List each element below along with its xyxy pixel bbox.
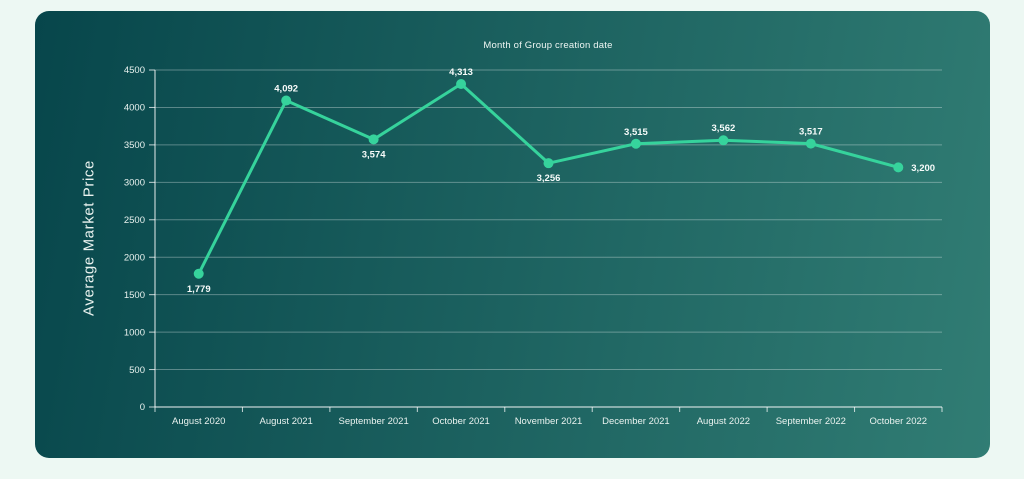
line-chart-svg[interactable]: 0 500 1000 1500 2000 2500 3000 3500 4000 4500 Augu… xyxy=(35,11,990,458)
x-tick-label: September 2021 xyxy=(338,416,408,427)
data-point[interactable] xyxy=(456,79,467,90)
data-label: 4,092 xyxy=(274,84,298,95)
y-tick-label: 2000 xyxy=(124,252,145,263)
x-tick-label: August 2022 xyxy=(697,416,750,427)
axis-ticks: 0 500 1000 1500 2000 2500 3000 3500 4000 4500 Augu… xyxy=(124,65,943,427)
y-tick-label: 0 xyxy=(140,402,145,413)
data-label: 3,574 xyxy=(362,149,386,160)
data-label: 1,779 xyxy=(187,284,211,295)
x-tick-label: November 2021 xyxy=(515,416,583,427)
chart-title: Month of Group creation date xyxy=(483,40,613,51)
y-tick-label: 3000 xyxy=(124,178,145,189)
data-point[interactable] xyxy=(805,138,816,149)
chart-card: Month of Group creation date Average Mar… xyxy=(35,11,990,458)
data-point[interactable] xyxy=(368,134,379,145)
x-tick-label: December 2021 xyxy=(602,416,670,427)
data-label: 4,313 xyxy=(449,67,473,78)
data-label: 3,515 xyxy=(624,127,648,138)
data-points: 1,779 4,092 3,574 4,313 3,256 3,515 3,562 3,517… xyxy=(187,67,935,295)
data-point[interactable] xyxy=(718,135,729,146)
data-point[interactable] xyxy=(281,95,292,106)
x-tick-label: August 2020 xyxy=(172,416,225,427)
y-tick-label: 3500 xyxy=(124,140,145,151)
data-point[interactable] xyxy=(630,138,641,149)
y-tick-label: 1000 xyxy=(124,327,145,338)
x-tick-label: October 2022 xyxy=(869,416,927,427)
data-label: 3,256 xyxy=(537,173,561,184)
y-tick-label: 2500 xyxy=(124,215,145,226)
x-tick-label: August 2021 xyxy=(259,416,312,427)
y-tick-label: 500 xyxy=(129,365,145,376)
y-tick-label: 4000 xyxy=(124,103,145,114)
axes xyxy=(154,70,942,408)
data-point[interactable] xyxy=(193,268,204,279)
data-point[interactable] xyxy=(893,162,904,173)
data-label: 3,562 xyxy=(711,123,735,134)
y-tick-label: 1500 xyxy=(124,290,145,301)
data-label: 3,517 xyxy=(799,127,823,138)
x-tick-label: October 2021 xyxy=(432,416,490,427)
gridlines xyxy=(155,69,942,371)
y-tick-label: 4500 xyxy=(124,65,145,76)
x-tick-label: September 2022 xyxy=(776,416,846,427)
data-point[interactable] xyxy=(543,158,554,169)
data-label: 3,200 xyxy=(911,163,935,174)
